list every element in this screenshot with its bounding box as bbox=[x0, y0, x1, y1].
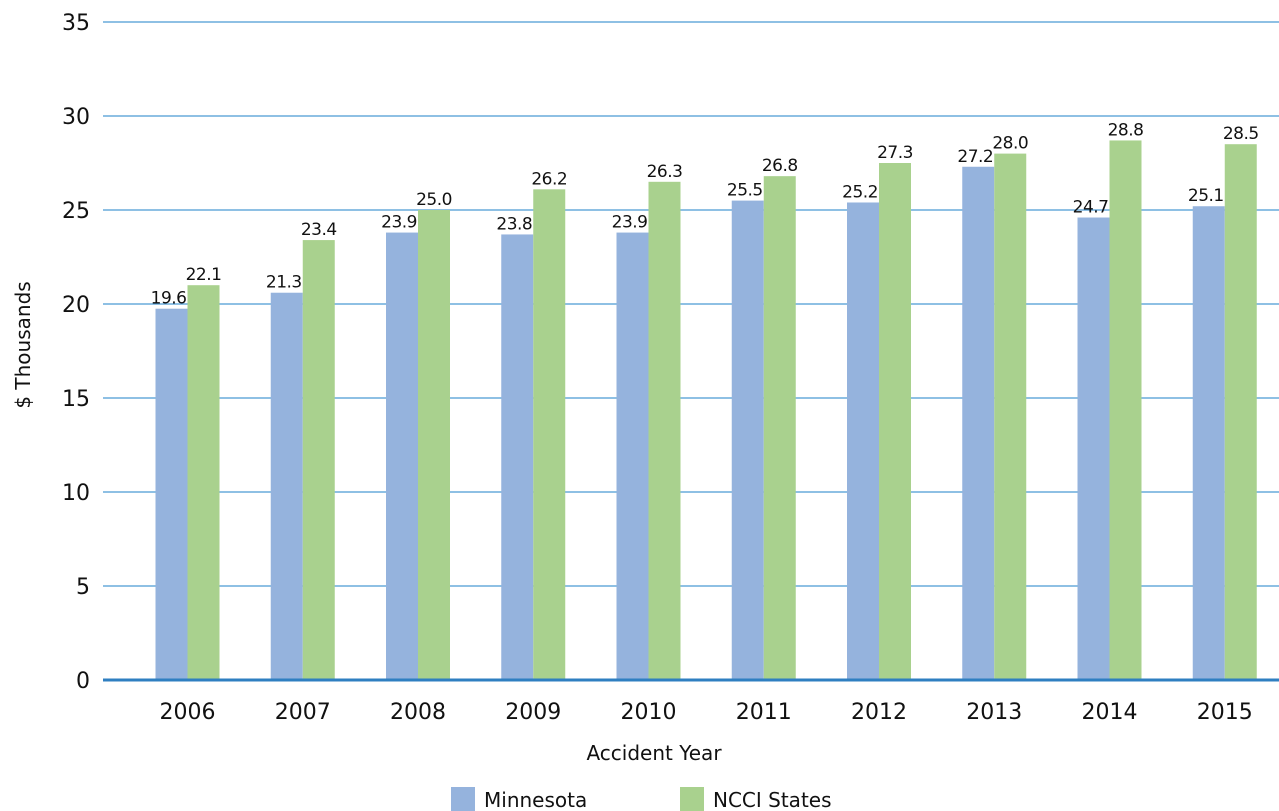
data-label: 23.8 bbox=[496, 214, 532, 234]
y-tick-label: 20 bbox=[62, 293, 90, 318]
bars bbox=[155, 140, 1257, 681]
bar-minnesota bbox=[731, 200, 764, 680]
x-tick-labels: 2006 2007 2008 2009 2010 2011 2012 2013 2014 2015 bbox=[160, 700, 1253, 725]
bar-ncci-states bbox=[994, 153, 1027, 681]
y-tick-label: 0 bbox=[76, 669, 90, 694]
data-label: 25.0 bbox=[416, 190, 452, 210]
data-label: 28.8 bbox=[1108, 120, 1144, 140]
bar-minnesota bbox=[155, 308, 188, 680]
bar-minnesota bbox=[1077, 217, 1110, 680]
x-tick-label: 2007 bbox=[275, 700, 331, 725]
bar-ncci-states bbox=[533, 189, 566, 680]
bar-ncci-states bbox=[1109, 140, 1142, 680]
data-label: 26.2 bbox=[531, 169, 567, 189]
data-label: 28.0 bbox=[992, 134, 1028, 154]
bar-ncci-states bbox=[763, 176, 796, 680]
data-label: 27.3 bbox=[877, 143, 913, 163]
bar-ncci-states bbox=[1224, 144, 1257, 680]
data-label: 26.8 bbox=[762, 156, 798, 176]
x-tick-label: 2009 bbox=[505, 700, 561, 725]
x-tick-label: 2014 bbox=[1082, 700, 1138, 725]
y-tick-label: 35 bbox=[62, 11, 90, 36]
data-label: 25.5 bbox=[727, 181, 763, 201]
y-tick-label: 15 bbox=[62, 387, 90, 412]
data-label: 25.2 bbox=[842, 182, 878, 202]
data-label: 21.3 bbox=[266, 273, 302, 293]
bar-minnesota bbox=[501, 234, 534, 680]
y-axis-title: $ Thousands bbox=[11, 281, 35, 408]
data-labels: 19.6 22.1 21.3 23.4 23.9 25.0 23.8 26.2 23.9 26.3… bbox=[151, 120, 1260, 309]
x-tick-label: 2013 bbox=[966, 700, 1022, 725]
data-label: 24.7 bbox=[1073, 198, 1109, 218]
x-tick-label: 2010 bbox=[621, 700, 677, 725]
data-label: 23.9 bbox=[612, 213, 648, 233]
x-tick-label: 2006 bbox=[160, 700, 216, 725]
x-tick-label: 2011 bbox=[736, 700, 792, 725]
x-axis-title: Accident Year bbox=[586, 741, 722, 765]
bar-minnesota bbox=[1192, 206, 1225, 681]
x-tick-label: 2012 bbox=[851, 700, 907, 725]
legend-swatch bbox=[451, 787, 475, 811]
bar-ncci-states bbox=[879, 163, 911, 680]
legend: Minnesota NCCI States bbox=[451, 787, 832, 811]
y-tick-label: 25 bbox=[62, 199, 90, 224]
legend-swatch bbox=[680, 787, 704, 811]
y-tick-label: 5 bbox=[76, 575, 90, 600]
data-label: 22.1 bbox=[186, 265, 222, 285]
bar-minnesota bbox=[270, 292, 303, 680]
data-label: 23.4 bbox=[301, 220, 337, 240]
x-tick-label: 2015 bbox=[1197, 700, 1253, 725]
bar-ncci-states bbox=[418, 210, 450, 680]
y-tick-label: 10 bbox=[62, 481, 90, 506]
legend-label: Minnesota bbox=[484, 788, 587, 811]
data-label: 28.5 bbox=[1223, 124, 1259, 144]
bar-ncci-states bbox=[187, 285, 220, 680]
y-tick-label: 30 bbox=[62, 105, 90, 130]
bar-minnesota bbox=[962, 166, 995, 680]
x-tick-label: 2008 bbox=[390, 700, 446, 725]
data-label: 25.1 bbox=[1188, 186, 1224, 206]
data-label: 23.9 bbox=[381, 213, 417, 233]
y-tick-labels: 0 5 10 15 20 25 30 35 bbox=[62, 11, 90, 694]
data-label: 26.3 bbox=[647, 162, 683, 182]
bar-ncci-states bbox=[648, 181, 681, 681]
bar-minnesota bbox=[616, 232, 649, 680]
data-label: 27.2 bbox=[957, 147, 993, 167]
legend-label: NCCI States bbox=[713, 788, 832, 811]
bar-minnesota bbox=[847, 202, 879, 681]
data-label: 19.6 bbox=[151, 289, 187, 309]
bar-minnesota bbox=[386, 232, 418, 680]
bar-ncci-states bbox=[302, 240, 335, 680]
